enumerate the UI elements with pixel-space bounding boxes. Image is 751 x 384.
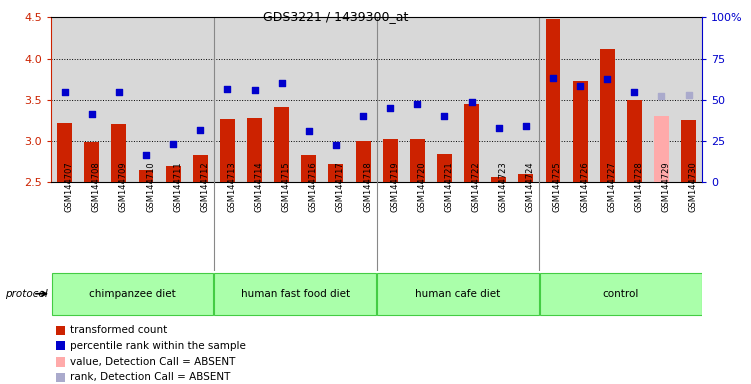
Text: GSM144718: GSM144718	[363, 161, 372, 212]
Point	[113, 89, 125, 96]
Bar	[328, 164, 343, 182]
Text: GSM144726: GSM144726	[580, 161, 589, 212]
Point	[520, 123, 532, 129]
Text: GSM144722: GSM144722	[472, 162, 481, 212]
Text: GSM144728: GSM144728	[635, 161, 644, 212]
Text: rank, Detection Call = ABSENT: rank, Detection Call = ABSENT	[70, 372, 231, 382]
Text: GSM144710: GSM144710	[146, 162, 155, 212]
Point	[195, 126, 207, 132]
Text: GSM144724: GSM144724	[526, 162, 535, 212]
Point	[167, 141, 179, 147]
Point	[547, 74, 559, 81]
Text: percentile rank within the sample: percentile rank within the sample	[70, 341, 246, 351]
Bar	[193, 155, 208, 182]
Point	[59, 89, 71, 95]
Text: GSM144719: GSM144719	[391, 162, 400, 212]
Bar	[166, 166, 180, 182]
Bar	[410, 139, 425, 182]
Text: control: control	[602, 289, 639, 299]
Point	[276, 80, 288, 86]
Bar	[56, 357, 65, 366]
Text: GSM144713: GSM144713	[228, 161, 237, 212]
Text: GSM144727: GSM144727	[608, 161, 617, 212]
Bar	[52, 273, 213, 315]
Bar	[247, 118, 262, 182]
Bar	[56, 326, 65, 335]
Bar	[111, 124, 126, 182]
Text: GSM144708: GSM144708	[92, 161, 101, 212]
Text: value, Detection Call = ABSENT: value, Detection Call = ABSENT	[70, 357, 235, 367]
Text: GSM144712: GSM144712	[201, 162, 210, 212]
Text: GSM144723: GSM144723	[499, 161, 508, 212]
Point	[493, 125, 505, 131]
Bar	[139, 170, 153, 182]
Point	[656, 93, 668, 99]
Point	[385, 105, 397, 111]
Text: transformed count: transformed count	[70, 325, 167, 335]
Text: GSM144711: GSM144711	[173, 162, 182, 212]
Text: GSM144730: GSM144730	[689, 161, 698, 212]
Text: GSM144717: GSM144717	[336, 161, 345, 212]
Text: chimpanzee diet: chimpanzee diet	[89, 289, 176, 299]
Bar	[301, 155, 316, 182]
Bar	[220, 119, 235, 182]
Text: GSM144715: GSM144715	[282, 162, 291, 212]
Bar	[600, 49, 614, 182]
Text: GSM144725: GSM144725	[553, 162, 562, 212]
Point	[412, 101, 424, 107]
Point	[683, 92, 695, 98]
Text: GSM144720: GSM144720	[418, 162, 427, 212]
Point	[303, 128, 315, 134]
Point	[222, 86, 234, 92]
Point	[249, 87, 261, 93]
Text: GSM144729: GSM144729	[662, 162, 671, 212]
Point	[140, 152, 152, 158]
Point	[439, 113, 451, 119]
Bar	[383, 139, 397, 182]
Bar	[84, 142, 99, 182]
Point	[574, 83, 586, 89]
Bar	[377, 273, 539, 315]
Bar	[518, 174, 533, 182]
Bar	[681, 121, 696, 182]
Point	[330, 142, 342, 148]
Bar	[57, 123, 72, 182]
Bar	[627, 100, 642, 182]
Bar	[56, 341, 65, 351]
Bar	[214, 273, 376, 315]
Point	[466, 99, 478, 105]
Bar	[545, 19, 560, 182]
Bar	[491, 177, 506, 182]
Bar	[274, 107, 289, 182]
Text: GSM144716: GSM144716	[309, 161, 318, 212]
Bar	[540, 273, 701, 315]
Point	[629, 89, 641, 95]
Text: protocol: protocol	[5, 289, 47, 299]
Bar	[573, 81, 587, 182]
Bar	[56, 372, 65, 382]
Point	[602, 76, 614, 82]
Bar	[437, 154, 452, 182]
Point	[357, 113, 369, 119]
Text: human cafe diet: human cafe diet	[415, 289, 501, 299]
Text: GSM144721: GSM144721	[445, 162, 454, 212]
Bar	[654, 116, 669, 182]
Point	[86, 111, 98, 117]
Text: GSM144709: GSM144709	[119, 162, 128, 212]
Text: GDS3221 / 1439300_at: GDS3221 / 1439300_at	[263, 10, 409, 23]
Text: GSM144707: GSM144707	[65, 161, 74, 212]
Text: GSM144714: GSM144714	[255, 162, 264, 212]
Text: human fast food diet: human fast food diet	[240, 289, 350, 299]
Bar	[464, 104, 479, 182]
Bar	[356, 141, 370, 182]
